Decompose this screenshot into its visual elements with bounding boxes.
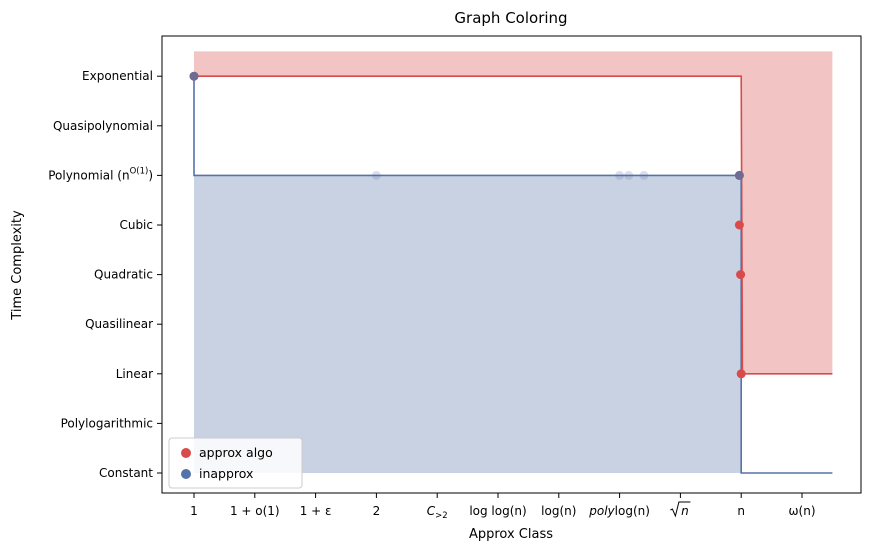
- y-tick-label: Quadratic: [94, 268, 153, 282]
- y-tick-label: Linear: [116, 367, 153, 381]
- approx-algo-region: [194, 51, 833, 374]
- y-tick-label: Exponential: [82, 69, 153, 83]
- x-tick-label: 1: [190, 504, 198, 518]
- x-tick-label: log log(n): [469, 504, 526, 518]
- approx-algo-point: [736, 369, 746, 379]
- x-tick-label: C>2: [427, 504, 448, 521]
- plot-area: [189, 51, 833, 474]
- inapprox-point: [734, 170, 744, 180]
- x-tick-label: 1 + o(1): [230, 504, 280, 518]
- x-tick-label: 1 + ε: [300, 504, 332, 518]
- y-tick-label: Polynomial (nO(1)): [48, 166, 153, 182]
- x-axis-title: Approx Class: [469, 527, 553, 542]
- chart-title: Graph Coloring: [454, 9, 567, 27]
- inapprox-point-faint: [371, 170, 381, 180]
- inapprox-point-faint: [624, 170, 634, 180]
- legend-label-inapprox: inapprox: [199, 466, 253, 481]
- x-tick-label: 2: [373, 504, 381, 518]
- y-tick-label: Quasilinear: [85, 317, 153, 331]
- x-tick-label: polylog(n): [588, 504, 650, 518]
- y-tick-label: Quasipolynomial: [53, 119, 153, 133]
- x-axis: 1 1 + o(1) 1 + ε 2 C>2 log log(n) log(n) polylo…: [190, 493, 816, 521]
- approx-algo-point: [734, 220, 744, 230]
- x-tick-label: ω(n): [788, 504, 815, 518]
- y-tick-label: Cubic: [119, 218, 153, 232]
- y-tick-label: Constant: [99, 466, 153, 480]
- y-axis-title: Time Complexity: [10, 210, 25, 321]
- inapprox-point-faint: [639, 170, 649, 180]
- plot-frame: [161, 35, 862, 494]
- approx-algo-point: [736, 270, 746, 280]
- legend-label-approx-algo: approx algo: [199, 445, 273, 460]
- y-tick-label: Polylogarithmic: [61, 416, 153, 430]
- x-tick-label: log(n): [541, 504, 576, 518]
- inapprox-point: [189, 71, 199, 81]
- legend-box: [168, 437, 303, 489]
- legend-marker-inapprox: [181, 469, 191, 479]
- legend-marker-approx-algo: [181, 448, 191, 458]
- inapprox-region: [194, 175, 742, 473]
- x-tick-label: n: [737, 504, 745, 518]
- x-tick-label: n: [670, 501, 691, 518]
- legend: approx algo inapprox: [168, 437, 303, 489]
- inapprox-point-faint: [615, 170, 625, 180]
- y-axis: Constant Polylogarithmic Linear Quasilinear…: [48, 69, 162, 480]
- svg-text:n: n: [681, 504, 689, 518]
